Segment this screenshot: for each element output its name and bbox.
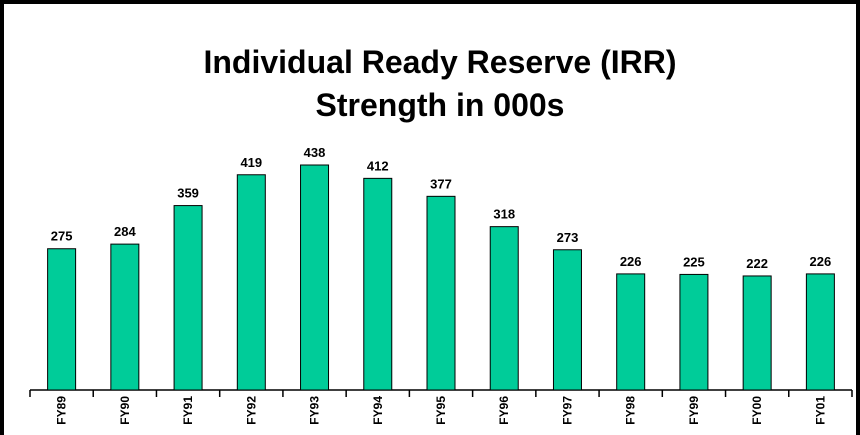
data-label: 226 [620, 254, 642, 269]
bar [173, 205, 203, 391]
data-label: 225 [683, 254, 705, 269]
bar [300, 164, 330, 391]
chart-title: Individual Ready Reserve (IRR) [203, 44, 676, 80]
chart-title: Strength in 000s [316, 87, 565, 123]
x-tick-label: FY96 [497, 396, 511, 425]
x-tick-label: FY94 [371, 396, 385, 425]
data-label: 226 [810, 254, 832, 269]
bar [805, 273, 835, 391]
x-tick-label: FY92 [244, 396, 258, 425]
data-label: 284 [114, 224, 136, 239]
x-tick-label: FY93 [308, 396, 322, 425]
data-label: 222 [746, 256, 768, 271]
bar [363, 177, 393, 391]
bar [679, 273, 709, 391]
x-tick-label: FY91 [181, 396, 195, 425]
x-tick-label: FY95 [434, 396, 448, 425]
data-label: 419 [240, 155, 262, 170]
x-tick-label: FY98 [624, 396, 638, 425]
data-label: 412 [367, 158, 389, 173]
data-label: 275 [51, 229, 73, 244]
x-tick-label: FY01 [813, 396, 827, 425]
data-label: 438 [304, 145, 326, 160]
data-label: 318 [493, 207, 515, 222]
x-tick-label: FY89 [55, 396, 69, 425]
bar [236, 174, 266, 391]
bar [742, 275, 772, 391]
bar [552, 249, 582, 391]
bar [47, 248, 77, 391]
bar [110, 243, 140, 391]
bar [489, 226, 519, 391]
x-tick-label: FY97 [560, 396, 574, 425]
data-label: 273 [557, 230, 579, 245]
x-tick-label: FY00 [750, 396, 764, 425]
bar [426, 195, 456, 391]
x-tick-label: FY99 [687, 396, 701, 425]
x-tick-label: FY90 [118, 396, 132, 425]
data-label: 377 [430, 176, 452, 191]
data-label: 359 [177, 186, 199, 201]
bar [616, 273, 646, 391]
